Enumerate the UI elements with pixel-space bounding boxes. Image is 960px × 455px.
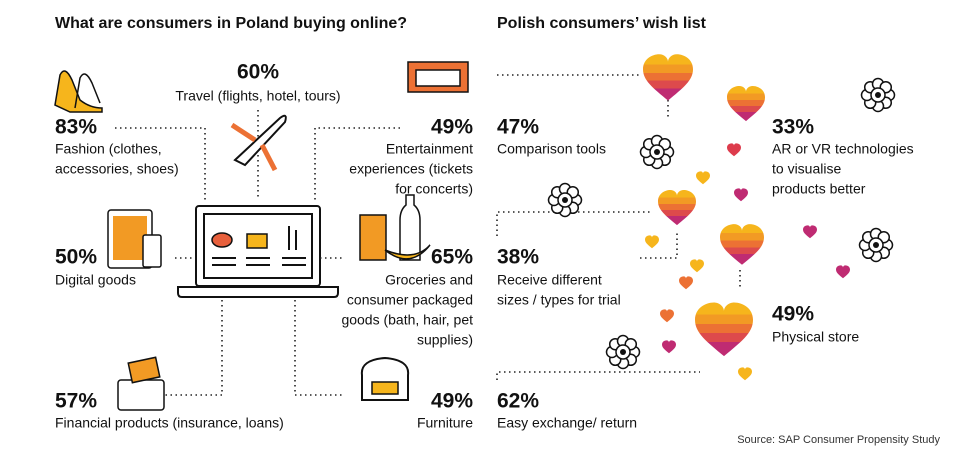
percent: 49% — [431, 390, 473, 413]
label-line: accessories, shoes) — [55, 161, 179, 177]
heart — [720, 224, 764, 265]
label-line: AR or VR technologies — [772, 141, 914, 157]
percent: 60% — [237, 61, 279, 84]
flower-core — [620, 349, 626, 355]
label-line: Groceries and — [385, 272, 473, 288]
label-line: Fashion (clothes, — [55, 141, 162, 157]
heart — [738, 367, 752, 381]
percent: 83% — [55, 116, 97, 139]
label-line: Furniture — [417, 415, 473, 431]
label-line: Digital goods — [55, 272, 136, 288]
label-line: experiences (tickets — [349, 161, 473, 177]
heart — [645, 235, 659, 249]
label-line: Easy exchange/ return — [497, 415, 637, 431]
percent: 50% — [55, 246, 97, 269]
left-title: What are consumers in Poland buying onli… — [55, 15, 407, 32]
label-line: Entertainment — [386, 141, 473, 157]
heart — [658, 189, 696, 226]
label-line: Travel (flights, hotel, tours) — [175, 88, 340, 104]
flower-core — [654, 149, 660, 155]
heart — [662, 340, 676, 354]
label-line: supplies) — [417, 332, 473, 348]
source: Source: SAP Consumer Propensity Study — [737, 434, 940, 446]
label-line: Comparison tools — [497, 141, 606, 157]
label-line: for concerts) — [395, 181, 473, 197]
heart — [690, 259, 704, 273]
flower-core — [562, 197, 568, 203]
percent: 62% — [497, 390, 539, 413]
label-line: products better — [772, 181, 866, 197]
label-line: goods (bath, hair, pet — [341, 312, 473, 328]
flower-core — [873, 242, 879, 248]
percent: 57% — [55, 390, 97, 413]
percent: 38% — [497, 246, 539, 269]
heart — [679, 276, 693, 290]
percent: 33% — [772, 116, 814, 139]
decorations — [54, 61, 741, 411]
percent: 49% — [772, 303, 814, 326]
heart — [727, 85, 765, 122]
percent: 47% — [497, 116, 539, 139]
heart — [734, 188, 748, 202]
heart — [643, 54, 693, 101]
heart — [660, 309, 674, 323]
heart — [836, 265, 850, 279]
right-title: Polish consumers’ wish list — [497, 15, 707, 32]
percent: 65% — [431, 246, 473, 269]
heart — [727, 143, 741, 157]
label-line: consumer packaged — [347, 292, 473, 308]
label-line: Receive different — [497, 272, 602, 288]
heart — [803, 225, 817, 239]
flower-core — [875, 92, 881, 98]
label-line: Physical store — [772, 329, 859, 345]
label-line: sizes / types for trial — [497, 292, 621, 308]
label-line: to visualise — [772, 161, 841, 177]
heart — [695, 302, 753, 357]
label-line: Financial products (insurance, loans) — [55, 415, 284, 431]
heart — [696, 171, 710, 185]
percent: 49% — [431, 116, 473, 139]
